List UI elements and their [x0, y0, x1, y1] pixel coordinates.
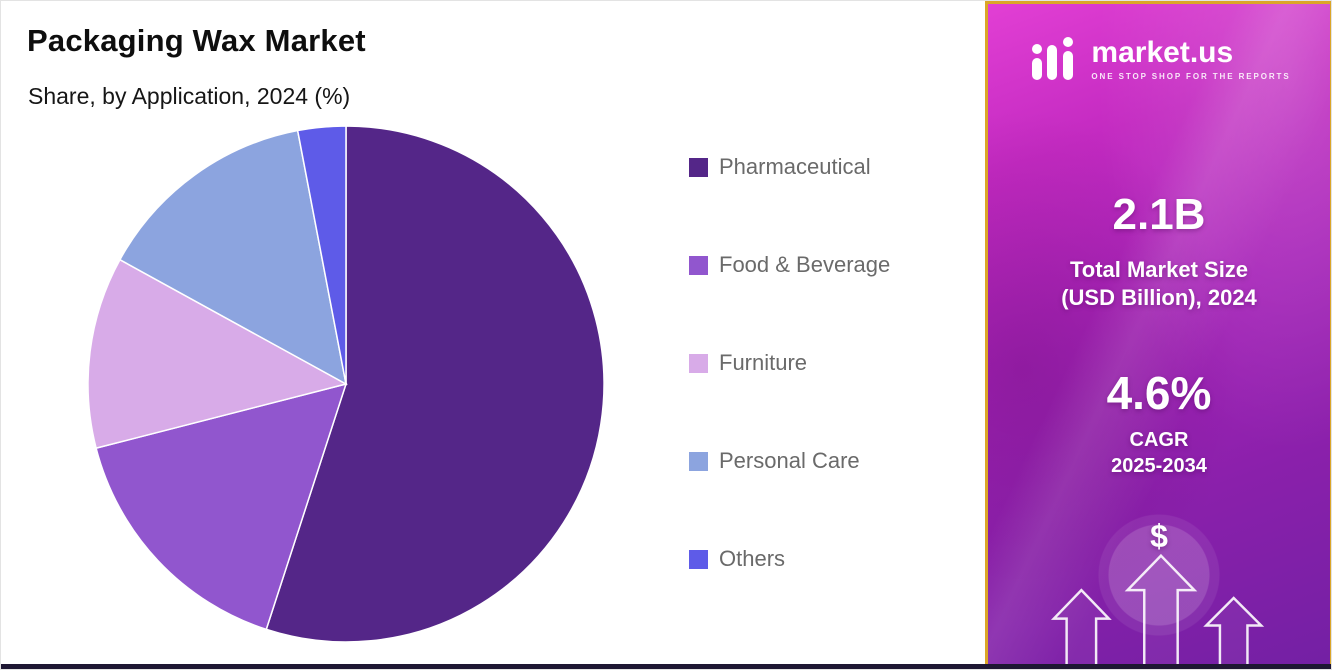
legend-label: Pharmaceutical [719, 154, 871, 179]
legend-swatch-pharmaceutical [689, 157, 708, 177]
legend-item-food-beverage: Food & Beverage [689, 252, 890, 278]
cagr-label-text: CAGR [1129, 429, 1189, 451]
logo-text: market.us ONE STOP SHOP FOR THE REPORTS [1091, 35, 1291, 81]
market-size-label: Total Market Size (USD Billion), 2024 [988, 256, 1330, 312]
market-us-logo-icon [1032, 37, 1074, 80]
legend-swatch-furniture [689, 353, 708, 373]
growth-arrow-right-icon [1203, 596, 1265, 668]
cagr-value: 4.6% [1106, 367, 1212, 419]
market-size-value: 2.1B [1112, 190, 1206, 239]
growth-arrows-icon [1050, 553, 1265, 668]
legend-label: Others [719, 546, 786, 571]
logo-brand-name: market.us [1091, 35, 1234, 69]
pie-chart [84, 122, 608, 646]
chart-area: Packaging Wax Market Share, by Applicati… [1, 1, 985, 669]
pie-slice-pharmaceutical [265, 125, 605, 643]
legend-item-others: Others [689, 546, 890, 572]
pie-slice-food-beverage [95, 382, 348, 631]
pie-chart-svg [87, 125, 605, 643]
growth-arrow-center-icon [1124, 553, 1198, 668]
dollar-symbol: $ [1150, 518, 1168, 554]
stats-panel: market.us ONE STOP SHOP FOR THE REPORTS … [985, 1, 1331, 669]
chart-subtitle: Share, by Application, 2024 (%) [28, 83, 351, 109]
legend-label: Personal Care [719, 448, 860, 473]
legend-label: Food & Beverage [719, 252, 891, 277]
legend-swatch-food-beverage [689, 255, 708, 275]
market-size-label-line2: (USD Billion), 2024 [1061, 285, 1257, 311]
legend-item-furniture: Furniture [689, 350, 890, 376]
legend-swatch-others [689, 549, 708, 569]
cagr-period: 2025-2034 [1111, 454, 1207, 477]
legend-item-personal-care: Personal Care [689, 448, 890, 474]
brand-logo: market.us ONE STOP SHOP FOR THE REPORTS [988, 32, 1330, 86]
logo-tagline: ONE STOP SHOP FOR THE REPORTS [1091, 71, 1291, 81]
chart-legend: Pharmaceutical Food & Beverage Furniture… [689, 154, 890, 572]
growth-arrow-left-icon [1050, 588, 1112, 668]
pie-slice-others [296, 125, 347, 385]
legend-item-pharmaceutical: Pharmaceutical [689, 154, 890, 180]
cagr-label: CAGR 2025-2034 [988, 428, 1330, 479]
market-size-label-line1: Total Market Size [1069, 257, 1249, 282]
chart-title: Packaging Wax Market [27, 23, 366, 58]
pie-slice-personal-care [118, 129, 348, 386]
pie-slice-furniture [87, 258, 349, 450]
bottom-accent-bar [1, 664, 1331, 669]
legend-swatch-personal-care [689, 451, 708, 471]
legend-label: Furniture [719, 350, 808, 375]
